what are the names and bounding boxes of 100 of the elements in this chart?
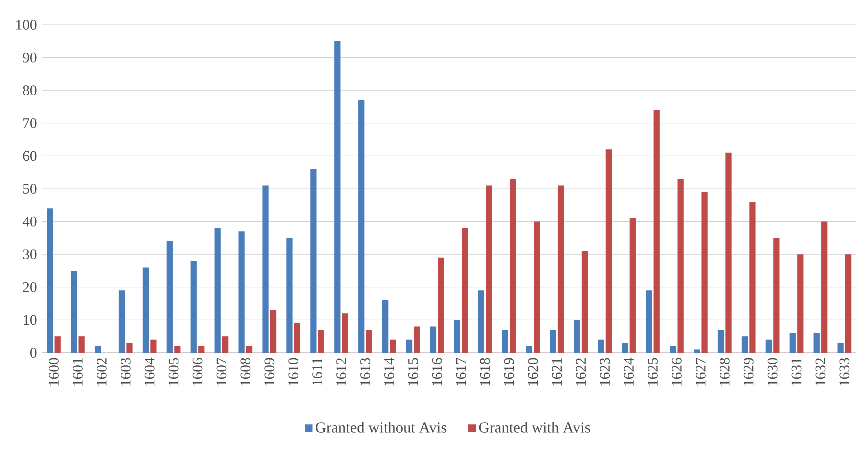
bar (222, 336, 229, 353)
bar (478, 290, 484, 353)
bar (166, 241, 173, 353)
x-tick-label: 1600 (49, 358, 59, 386)
bar (382, 300, 389, 353)
bar (838, 343, 844, 353)
bar (294, 323, 301, 353)
bar (142, 268, 150, 353)
bar (334, 41, 341, 353)
bar (71, 270, 78, 353)
y-tick-label: 60 (23, 151, 37, 162)
bar (766, 340, 772, 353)
bar (790, 333, 796, 353)
y-tick-label: 100 (16, 20, 37, 30)
x-tick-label: 1630 (768, 358, 778, 386)
x-tick-label: 1626 (672, 358, 682, 386)
y-tick-label: 30 (23, 250, 37, 260)
bar (814, 333, 820, 353)
bar (670, 346, 676, 353)
x-tick-label: 1614 (384, 358, 394, 386)
x-tick-label: 1627 (696, 358, 706, 386)
bar (486, 186, 492, 353)
bar (742, 336, 748, 353)
x-tick-label: 1607 (216, 358, 227, 386)
bar (526, 346, 532, 353)
bar (654, 110, 660, 353)
x-tick-label: 1601 (73, 358, 83, 386)
x-tick-label: 1629 (744, 358, 754, 386)
bar (150, 340, 157, 353)
x-tick-label: 1625 (648, 358, 658, 386)
bar (342, 314, 348, 353)
bar (118, 290, 126, 353)
x-tick-label: 1602 (96, 358, 107, 386)
y-tick-label: 20 (23, 282, 37, 292)
x-tick-label: 1609 (264, 358, 275, 386)
x-tick-label: 1606 (192, 358, 203, 386)
bar (54, 336, 61, 353)
x-tick-label: 1623 (600, 358, 610, 386)
legend-label: Granted with Avis (479, 422, 590, 433)
bar (502, 330, 508, 353)
bar (198, 346, 205, 353)
bar (438, 258, 444, 353)
x-tick-label: 1620 (528, 358, 538, 386)
x-tick-label: 1605 (168, 358, 179, 386)
bar (286, 238, 293, 353)
x-tick-label: 1628 (720, 358, 730, 386)
bar (406, 340, 413, 353)
bar (190, 261, 197, 353)
x-tick-label: 1631 (792, 358, 802, 386)
bar (47, 208, 54, 353)
x-tick-label: 1624 (624, 358, 634, 386)
bar (126, 343, 133, 353)
bar (414, 326, 420, 353)
bar (726, 152, 732, 353)
bar (646, 290, 652, 353)
bar (510, 179, 516, 353)
bar (630, 218, 636, 353)
bar (262, 186, 269, 353)
bar (390, 340, 396, 353)
bar (702, 192, 708, 353)
bar (214, 228, 221, 353)
x-tick-label: 1611 (312, 358, 322, 386)
bar (774, 238, 780, 353)
bar (750, 202, 756, 353)
x-tick-label: 1633 (840, 358, 850, 386)
bar (534, 222, 540, 353)
y-tick-label: 90 (23, 52, 37, 63)
y-tick-label: 40 (22, 216, 37, 227)
bar (606, 150, 612, 353)
bar (822, 222, 828, 353)
bar (174, 346, 181, 353)
y-tick-label: 50 (23, 184, 37, 194)
x-tick-label: 1632 (816, 358, 826, 386)
x-tick-label: 1616 (432, 358, 442, 386)
x-tick-label: 1612 (336, 358, 346, 386)
bar (678, 179, 684, 353)
bar (462, 228, 468, 353)
y-tick-label: 10 (24, 315, 37, 326)
bar (358, 100, 365, 353)
bar (78, 336, 85, 353)
y-tick-label: 0 (30, 348, 37, 358)
x-tick-label: 1618 (480, 358, 490, 386)
bar (366, 330, 372, 353)
x-tick-label: 1604 (144, 358, 155, 386)
bar (550, 330, 556, 353)
bar (558, 186, 564, 353)
x-tick-label: 1610 (288, 358, 299, 386)
bar (574, 320, 580, 353)
x-tick-label: 1621 (552, 358, 562, 386)
bar (718, 330, 724, 353)
y-tick-label: 70 (24, 118, 37, 128)
bar (454, 320, 461, 353)
x-tick-label: 1613 (360, 358, 370, 386)
bar (94, 346, 102, 353)
x-tick-label: 1608 (240, 358, 251, 386)
x-tick-label: 1603 (120, 358, 131, 386)
bar (845, 254, 852, 353)
x-tick-label: 1619 (504, 358, 514, 386)
bar (310, 169, 317, 353)
bar (430, 326, 437, 353)
